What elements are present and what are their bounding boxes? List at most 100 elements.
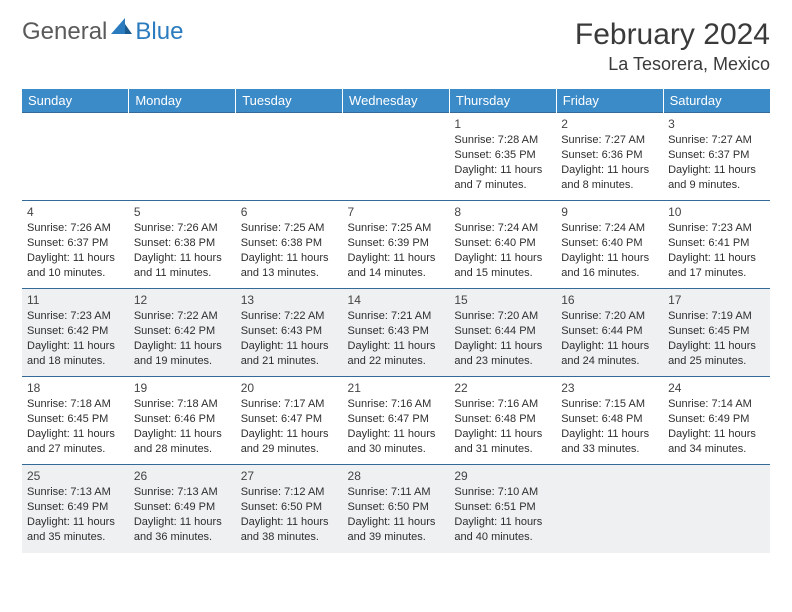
calendar-cell: 13Sunrise: 7:22 AMSunset: 6:43 PMDayligh… <box>236 289 343 377</box>
day-info-line: Sunset: 6:44 PM <box>454 324 551 339</box>
calendar-week-row: 4Sunrise: 7:26 AMSunset: 6:37 PMDaylight… <box>22 201 770 289</box>
page-title: February 2024 <box>575 18 770 52</box>
day-info-line: Sunrise: 7:17 AM <box>241 397 338 412</box>
day-info-line: and 21 minutes. <box>241 354 338 369</box>
day-info-line: Daylight: 11 hours <box>561 427 658 442</box>
day-info-line: Sunrise: 7:24 AM <box>454 221 551 236</box>
day-info-line: Daylight: 11 hours <box>27 339 124 354</box>
day-info-line: Daylight: 11 hours <box>561 339 658 354</box>
day-info-line: Daylight: 11 hours <box>241 251 338 266</box>
day-info-line: Daylight: 11 hours <box>348 515 445 530</box>
calendar-cell: 27Sunrise: 7:12 AMSunset: 6:50 PMDayligh… <box>236 465 343 553</box>
day-info-line: Sunrise: 7:19 AM <box>668 309 765 324</box>
day-info-line: Sunset: 6:37 PM <box>27 236 124 251</box>
calendar-cell: 18Sunrise: 7:18 AMSunset: 6:45 PMDayligh… <box>22 377 129 465</box>
calendar-table: SundayMondayTuesdayWednesdayThursdayFrid… <box>22 89 770 553</box>
day-number: 10 <box>668 204 765 220</box>
calendar-cell: 6Sunrise: 7:25 AMSunset: 6:38 PMDaylight… <box>236 201 343 289</box>
day-number: 9 <box>561 204 658 220</box>
day-info-line: and 19 minutes. <box>134 354 231 369</box>
day-number: 28 <box>348 468 445 484</box>
calendar-cell: 29Sunrise: 7:10 AMSunset: 6:51 PMDayligh… <box>449 465 556 553</box>
day-info-line: Daylight: 11 hours <box>561 163 658 178</box>
day-header: Friday <box>556 89 663 113</box>
day-info-line: Daylight: 11 hours <box>454 339 551 354</box>
day-info-line: Sunset: 6:38 PM <box>134 236 231 251</box>
calendar-week-row: 1Sunrise: 7:28 AMSunset: 6:35 PMDaylight… <box>22 113 770 201</box>
calendar-cell: 11Sunrise: 7:23 AMSunset: 6:42 PMDayligh… <box>22 289 129 377</box>
day-info-line: Sunset: 6:48 PM <box>454 412 551 427</box>
day-number: 13 <box>241 292 338 308</box>
day-info-line: Sunrise: 7:18 AM <box>134 397 231 412</box>
day-info-line: Sunset: 6:35 PM <box>454 148 551 163</box>
day-info-line: and 16 minutes. <box>561 266 658 281</box>
day-info-line: and 35 minutes. <box>27 530 124 545</box>
day-info-line: Daylight: 11 hours <box>561 251 658 266</box>
day-info-line: Sunrise: 7:27 AM <box>668 133 765 148</box>
day-info-line: Sunset: 6:40 PM <box>561 236 658 251</box>
calendar-cell: 22Sunrise: 7:16 AMSunset: 6:48 PMDayligh… <box>449 377 556 465</box>
day-info-line: Sunset: 6:39 PM <box>348 236 445 251</box>
day-header: Wednesday <box>343 89 450 113</box>
day-info-line: and 13 minutes. <box>241 266 338 281</box>
day-info-line: and 33 minutes. <box>561 442 658 457</box>
day-info-line: Sunrise: 7:16 AM <box>348 397 445 412</box>
calendar-cell <box>556 465 663 553</box>
day-info-line: and 25 minutes. <box>668 354 765 369</box>
day-info-line: Sunset: 6:48 PM <box>561 412 658 427</box>
day-number: 17 <box>668 292 765 308</box>
day-info-line: and 30 minutes. <box>348 442 445 457</box>
day-info-line: and 8 minutes. <box>561 178 658 193</box>
day-info-line: Sunrise: 7:26 AM <box>27 221 124 236</box>
day-info-line: Daylight: 11 hours <box>134 515 231 530</box>
day-info-line: Sunrise: 7:26 AM <box>134 221 231 236</box>
day-info-line: Sunrise: 7:12 AM <box>241 485 338 500</box>
day-info-line: and 38 minutes. <box>241 530 338 545</box>
day-info-line: and 15 minutes. <box>454 266 551 281</box>
day-info-line: Daylight: 11 hours <box>454 515 551 530</box>
day-info-line: and 9 minutes. <box>668 178 765 193</box>
day-info-line: Daylight: 11 hours <box>27 427 124 442</box>
day-info-line: Sunrise: 7:13 AM <box>134 485 231 500</box>
day-info-line: Daylight: 11 hours <box>454 427 551 442</box>
day-info-line: Sunset: 6:49 PM <box>27 500 124 515</box>
day-info-line: and 24 minutes. <box>561 354 658 369</box>
logo-triangle-icon <box>111 18 133 41</box>
day-info-line: Sunset: 6:36 PM <box>561 148 658 163</box>
day-number: 8 <box>454 204 551 220</box>
day-info-line: Daylight: 11 hours <box>241 427 338 442</box>
day-info-line: and 11 minutes. <box>134 266 231 281</box>
day-number: 11 <box>27 292 124 308</box>
day-info-line: Sunrise: 7:24 AM <box>561 221 658 236</box>
day-info-line: and 14 minutes. <box>348 266 445 281</box>
day-info-line: Sunrise: 7:21 AM <box>348 309 445 324</box>
calendar-week-row: 18Sunrise: 7:18 AMSunset: 6:45 PMDayligh… <box>22 377 770 465</box>
day-number: 4 <box>27 204 124 220</box>
day-number: 26 <box>134 468 231 484</box>
day-header: Monday <box>129 89 236 113</box>
day-info-line: Daylight: 11 hours <box>241 515 338 530</box>
day-number: 15 <box>454 292 551 308</box>
day-info-line: and 29 minutes. <box>241 442 338 457</box>
day-number: 2 <box>561 116 658 132</box>
day-info-line: and 31 minutes. <box>454 442 551 457</box>
calendar-cell <box>663 465 770 553</box>
day-header: Sunday <box>22 89 129 113</box>
day-info-line: Daylight: 11 hours <box>134 427 231 442</box>
day-info-line: Sunrise: 7:25 AM <box>348 221 445 236</box>
day-info-line: Sunset: 6:46 PM <box>134 412 231 427</box>
calendar-cell: 23Sunrise: 7:15 AMSunset: 6:48 PMDayligh… <box>556 377 663 465</box>
calendar-cell: 2Sunrise: 7:27 AMSunset: 6:36 PMDaylight… <box>556 113 663 201</box>
calendar-cell: 15Sunrise: 7:20 AMSunset: 6:44 PMDayligh… <box>449 289 556 377</box>
day-number: 5 <box>134 204 231 220</box>
day-info-line: Daylight: 11 hours <box>348 251 445 266</box>
day-number: 27 <box>241 468 338 484</box>
day-number: 14 <box>348 292 445 308</box>
calendar-cell: 7Sunrise: 7:25 AMSunset: 6:39 PMDaylight… <box>343 201 450 289</box>
day-info-line: Sunrise: 7:10 AM <box>454 485 551 500</box>
day-info-line: Sunset: 6:42 PM <box>27 324 124 339</box>
day-number: 3 <box>668 116 765 132</box>
day-header: Saturday <box>663 89 770 113</box>
calendar-cell: 19Sunrise: 7:18 AMSunset: 6:46 PMDayligh… <box>129 377 236 465</box>
day-info-line: Sunrise: 7:22 AM <box>241 309 338 324</box>
